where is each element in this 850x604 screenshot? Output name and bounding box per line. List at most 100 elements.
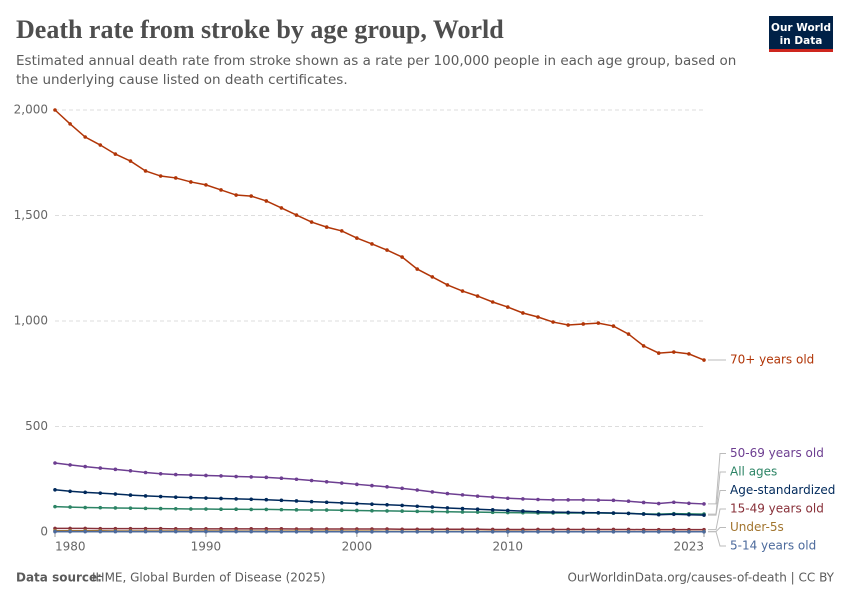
point bbox=[219, 530, 223, 534]
point bbox=[461, 289, 465, 293]
point bbox=[355, 502, 359, 506]
point bbox=[280, 530, 284, 534]
point bbox=[566, 511, 570, 515]
point bbox=[476, 530, 480, 534]
point bbox=[295, 499, 299, 503]
point bbox=[114, 530, 118, 534]
point bbox=[415, 530, 419, 534]
point bbox=[310, 508, 314, 512]
point bbox=[612, 499, 616, 503]
point bbox=[114, 492, 118, 496]
point bbox=[83, 465, 87, 469]
point bbox=[400, 509, 404, 513]
point bbox=[340, 229, 344, 233]
point bbox=[174, 507, 178, 511]
point bbox=[204, 183, 208, 187]
point bbox=[536, 510, 540, 514]
point bbox=[174, 495, 178, 499]
point bbox=[491, 508, 495, 512]
point bbox=[551, 530, 555, 534]
point bbox=[204, 530, 208, 534]
logo-text: in Data bbox=[780, 35, 823, 47]
point bbox=[642, 512, 646, 516]
x-tick-label: 1980 bbox=[55, 540, 86, 554]
point bbox=[702, 502, 706, 506]
y-tick-label: 1,000 bbox=[14, 314, 48, 328]
x-tick-label: 1990 bbox=[191, 540, 222, 554]
point bbox=[536, 530, 540, 534]
point bbox=[204, 496, 208, 500]
point bbox=[159, 495, 163, 499]
point bbox=[249, 497, 253, 501]
point bbox=[265, 530, 269, 534]
point bbox=[340, 481, 344, 485]
point bbox=[129, 159, 133, 163]
point bbox=[672, 512, 676, 516]
point bbox=[53, 461, 57, 465]
point bbox=[551, 320, 555, 324]
point bbox=[325, 500, 329, 504]
point bbox=[265, 498, 269, 502]
point bbox=[581, 511, 585, 515]
y-tick-label: 1,500 bbox=[14, 208, 48, 222]
point bbox=[144, 507, 148, 511]
footer-url[interactable]: OurWorldinData.org/causes-of-death | CC … bbox=[567, 571, 834, 585]
point bbox=[234, 530, 238, 534]
point bbox=[159, 174, 163, 178]
legend-label: 5-14 years old bbox=[730, 539, 816, 553]
point bbox=[159, 530, 163, 534]
point bbox=[204, 474, 208, 478]
point bbox=[385, 248, 389, 252]
point bbox=[340, 501, 344, 505]
point bbox=[551, 510, 555, 514]
y-tick-label: 0 bbox=[40, 525, 48, 539]
point bbox=[355, 236, 359, 240]
point bbox=[431, 275, 435, 279]
point bbox=[370, 530, 374, 534]
legend-label: 70+ years old bbox=[730, 353, 814, 367]
point bbox=[506, 305, 510, 309]
legend-label: Under-5s bbox=[730, 520, 784, 534]
point bbox=[114, 506, 118, 510]
point bbox=[581, 498, 585, 502]
point bbox=[114, 468, 118, 472]
point bbox=[446, 492, 450, 496]
point bbox=[446, 283, 450, 287]
point bbox=[144, 494, 148, 498]
point bbox=[702, 513, 706, 517]
point bbox=[385, 530, 389, 534]
series-line bbox=[55, 463, 704, 504]
point bbox=[657, 351, 661, 355]
point bbox=[355, 483, 359, 487]
point bbox=[627, 512, 631, 516]
point bbox=[340, 530, 344, 534]
point bbox=[431, 510, 435, 514]
point bbox=[98, 506, 102, 510]
point bbox=[657, 530, 661, 534]
point bbox=[687, 513, 691, 517]
point bbox=[53, 505, 57, 509]
point bbox=[129, 469, 133, 473]
point bbox=[446, 510, 450, 514]
point bbox=[400, 487, 404, 491]
point bbox=[98, 143, 102, 147]
point bbox=[189, 507, 193, 511]
point bbox=[83, 530, 87, 534]
point bbox=[521, 311, 525, 315]
point bbox=[385, 503, 389, 507]
point bbox=[702, 530, 706, 534]
point bbox=[521, 497, 525, 501]
logo-bar bbox=[769, 49, 833, 52]
point bbox=[144, 169, 148, 173]
point bbox=[627, 332, 631, 336]
legend-label: 50-69 years old bbox=[730, 446, 824, 460]
point bbox=[325, 480, 329, 484]
point bbox=[672, 500, 676, 504]
point bbox=[280, 508, 284, 512]
point bbox=[476, 507, 480, 511]
point bbox=[355, 509, 359, 513]
source-label: Data source: bbox=[16, 571, 102, 585]
point bbox=[642, 530, 646, 534]
point bbox=[189, 530, 193, 534]
